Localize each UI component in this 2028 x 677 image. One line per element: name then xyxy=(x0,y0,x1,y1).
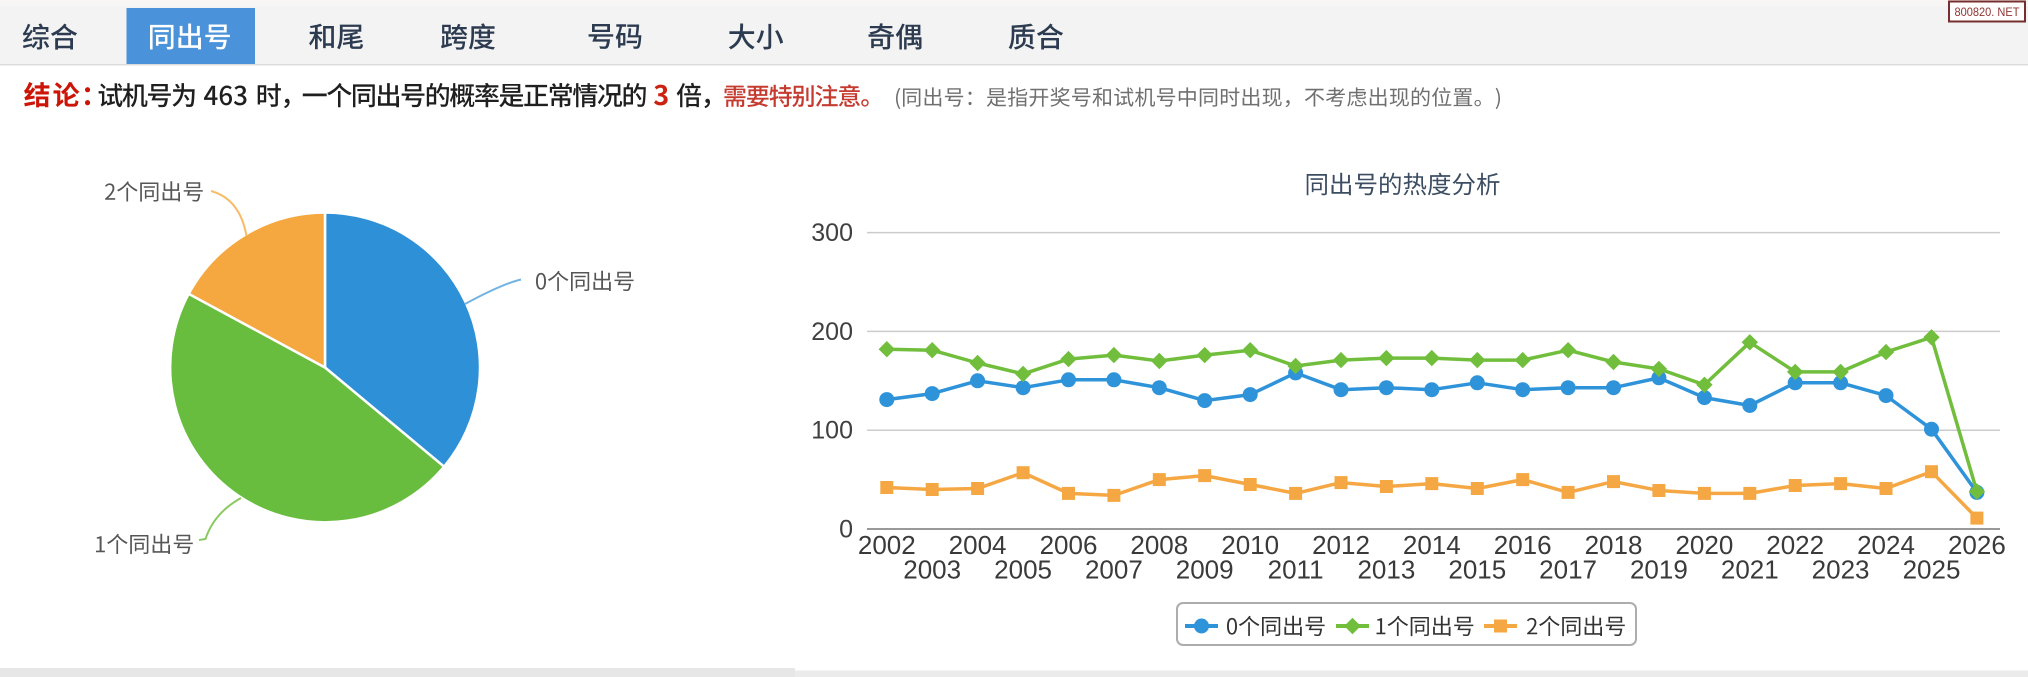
svg-text:2006: 2006 xyxy=(1040,530,1098,560)
svg-text:2012: 2012 xyxy=(1312,530,1370,560)
svg-text:2008: 2008 xyxy=(1130,530,1188,560)
svg-text:2023: 2023 xyxy=(1812,555,1870,585)
svg-text:2020: 2020 xyxy=(1675,530,1733,560)
svg-text:2024: 2024 xyxy=(1857,530,1915,560)
svg-text:2022: 2022 xyxy=(1766,530,1824,560)
svg-text:2009: 2009 xyxy=(1176,555,1234,585)
svg-text:2005: 2005 xyxy=(994,555,1052,585)
svg-text:2016: 2016 xyxy=(1494,530,1552,560)
svg-text:2021: 2021 xyxy=(1721,555,1779,585)
svg-text:800820. NET: 800820. NET xyxy=(1955,5,2021,19)
svg-text:0: 0 xyxy=(839,516,853,544)
svg-text:2007: 2007 xyxy=(1085,555,1143,585)
svg-text:100: 100 xyxy=(811,417,853,445)
svg-text:2004: 2004 xyxy=(949,530,1007,560)
svg-text:2002: 2002 xyxy=(858,530,916,560)
svg-text:200: 200 xyxy=(811,318,853,346)
svg-text:2014: 2014 xyxy=(1403,530,1461,560)
svg-text:2015: 2015 xyxy=(1448,555,1506,585)
svg-text:2010: 2010 xyxy=(1221,530,1279,560)
svg-text:2019: 2019 xyxy=(1630,555,1688,585)
svg-text:2026: 2026 xyxy=(1948,530,2006,560)
svg-text:300: 300 xyxy=(811,219,853,247)
svg-text:2025: 2025 xyxy=(1903,555,1961,585)
svg-text:2013: 2013 xyxy=(1357,555,1415,585)
svg-text:2003: 2003 xyxy=(903,555,961,585)
svg-text:2017: 2017 xyxy=(1539,555,1597,585)
svg-text:2011: 2011 xyxy=(1268,555,1324,585)
svg-text:2018: 2018 xyxy=(1585,530,1643,560)
